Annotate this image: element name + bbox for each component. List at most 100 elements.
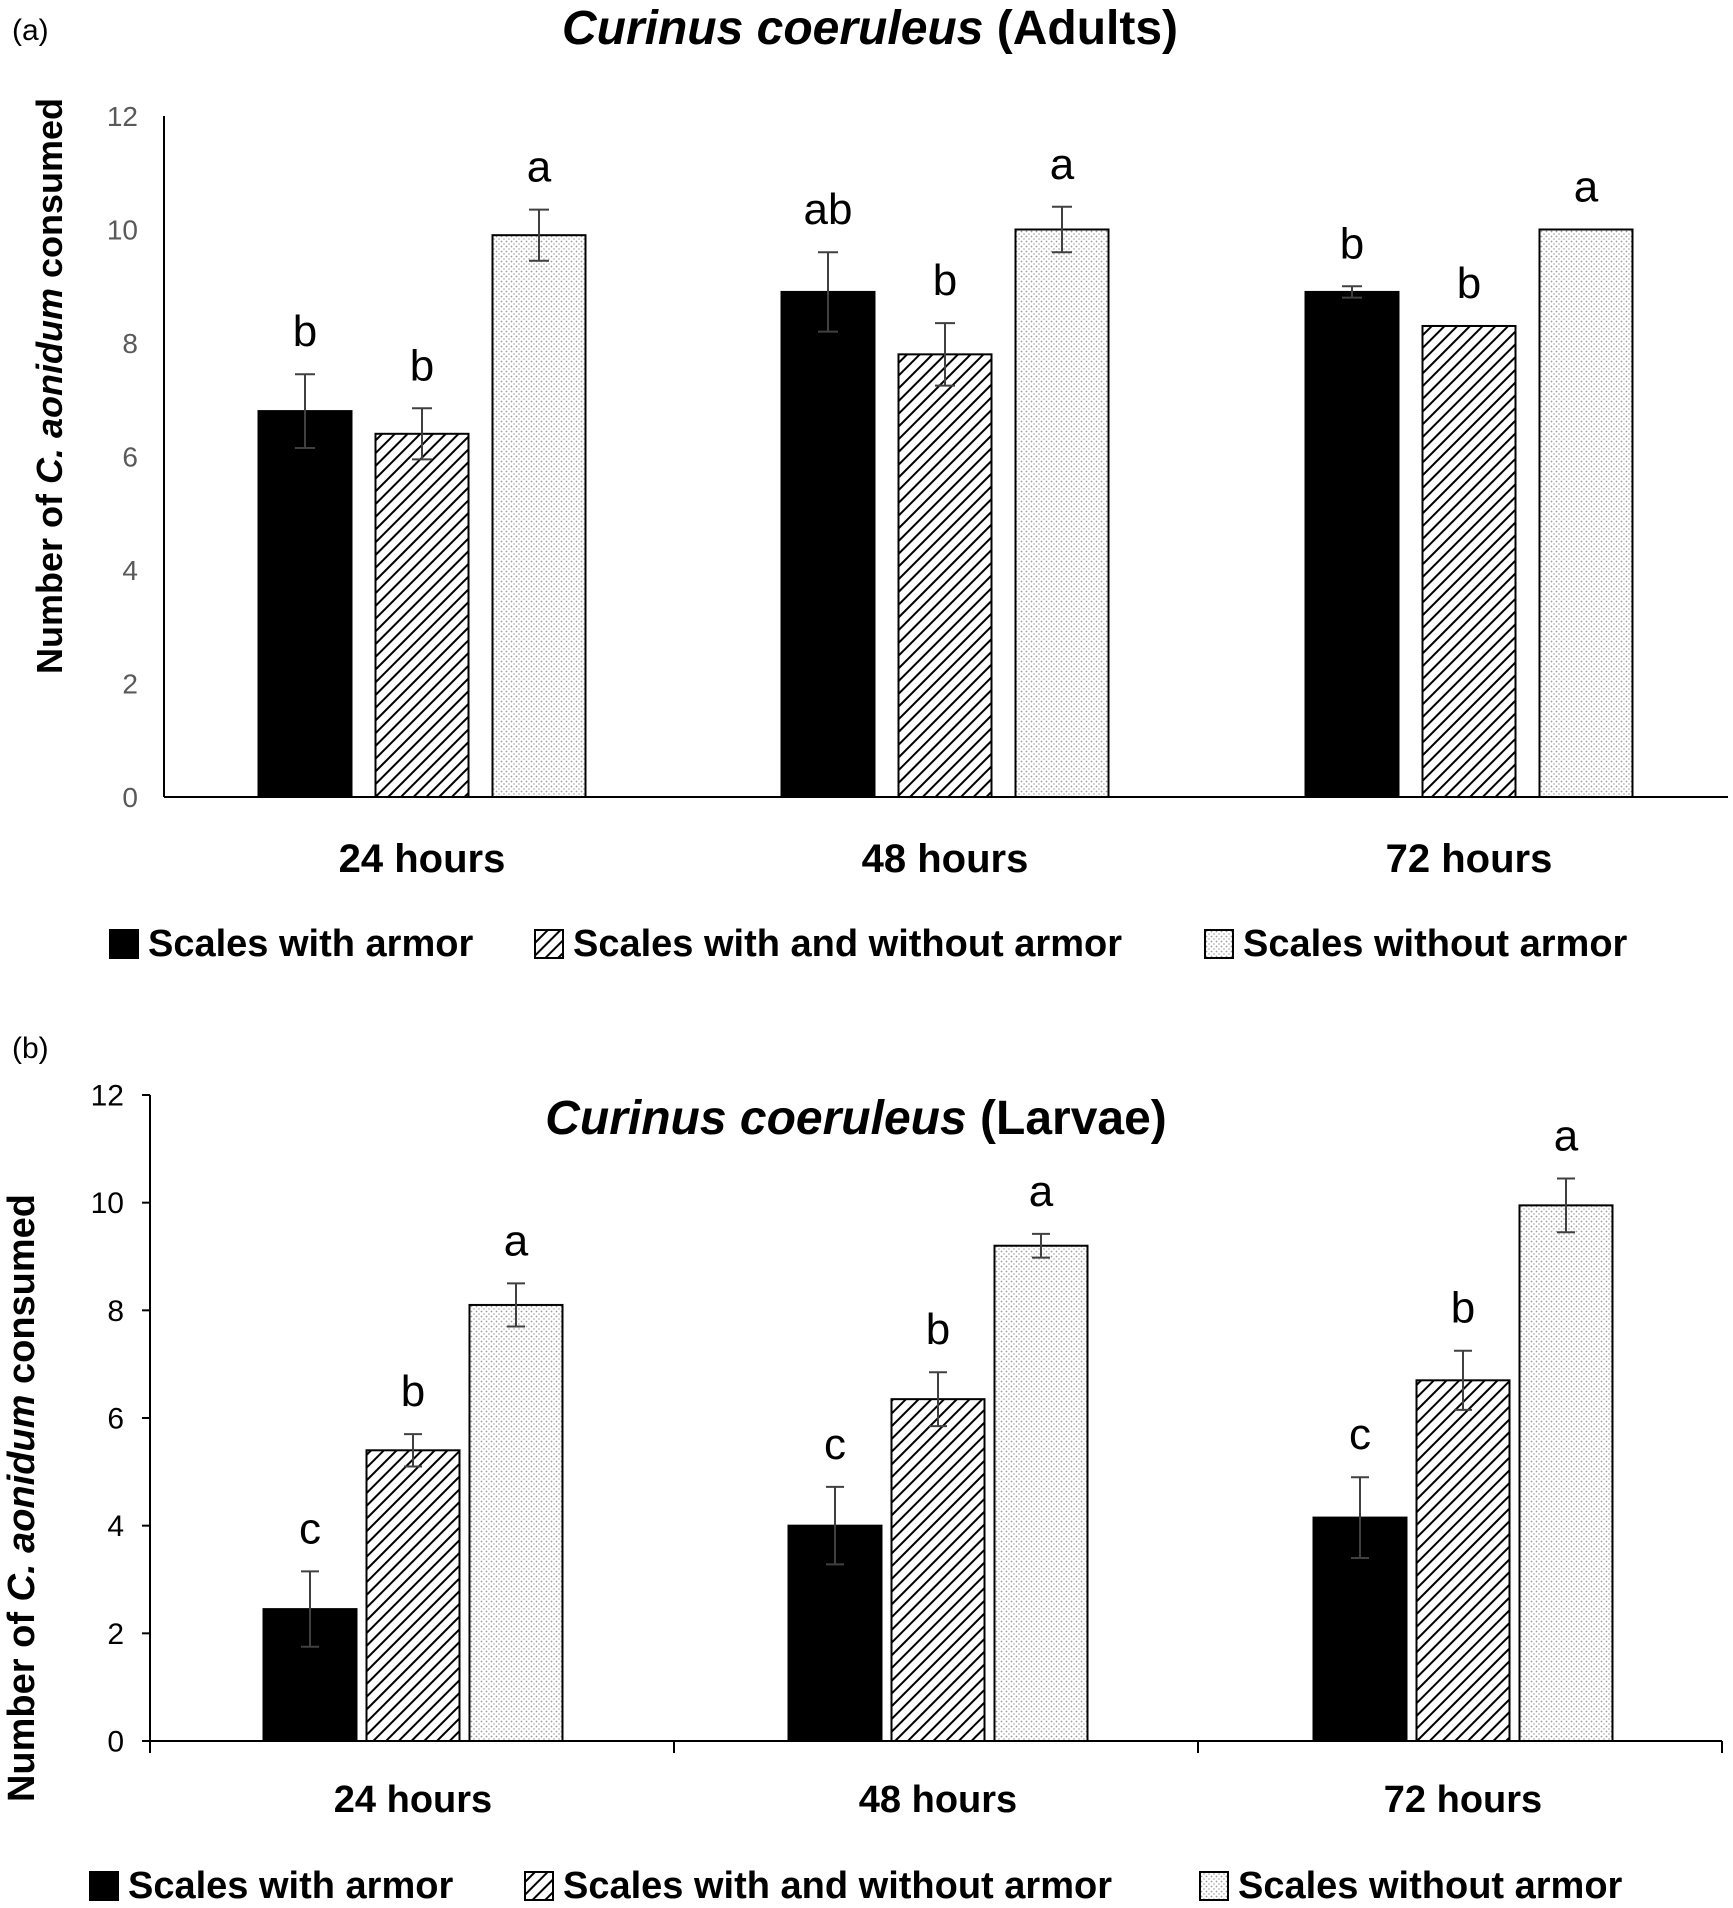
y-tick-label: 2 [122,668,138,699]
y-tick-label: 2 [107,1618,124,1651]
significance-letter: a [504,1216,529,1265]
chart-title-species: Curinus coeruleus [545,1092,966,1145]
category-label: 24 hours [334,1779,492,1821]
error-bar [1342,285,1362,299]
bar [1518,1204,1614,1742]
significance-letter: b [401,1367,425,1416]
bar [1538,228,1634,798]
error-bar [507,1282,525,1328]
bar [780,290,876,798]
legend-swatch [1199,1871,1229,1901]
error-bar [826,1485,844,1566]
category-label: 72 hours [1384,1779,1542,1821]
legend-swatch [524,1871,554,1901]
bars [257,228,1634,799]
bar [1415,1379,1511,1742]
bar [257,410,353,798]
y-tick-label: 6 [122,441,138,472]
significance-letter: a [1554,1111,1579,1160]
y-tick-label: 10 [91,1187,124,1220]
y-tick-label: 12 [107,101,138,132]
significance-letter: b [293,307,317,356]
legend-label: Scales with and without armor [563,1865,1112,1907]
significance-letter: b [410,341,434,390]
significance-letter: a [1029,1167,1054,1216]
y-axis-label-pre: Number of [29,484,70,674]
y-tick-label: 12 [91,1080,124,1113]
category-labels: 24 hours 48 hours 72 hours [339,837,1553,881]
legend-swatch [1204,929,1234,959]
significance-letter: b [1457,259,1481,308]
category-label: 48 hours [862,837,1029,881]
legend-label: Scales with armor [128,1865,453,1907]
legend-label: Scales without armor [1243,923,1628,965]
significance-letter: b [1340,219,1364,268]
panel-adults: (a) Curinus coeruleus (Adults) Number of… [12,2,1728,965]
error-bar [935,322,955,387]
legend-item: Scales without armor [1204,923,1628,965]
bar [1014,228,1110,798]
y-tick-label: 10 [107,214,138,245]
legend-label: Scales with armor [148,923,473,965]
legend-swatch [109,929,139,959]
legend-item: Scales with armor [109,923,473,965]
y-tick-label: 6 [107,1403,124,1436]
error-bar [301,1570,319,1648]
y-tick-label: 8 [107,1295,124,1328]
error-bar [529,208,549,262]
error-bar [1454,1349,1472,1411]
error-bars [295,205,1362,461]
legend-swatch [534,929,564,959]
legend-label: Scales with and without armor [573,923,1122,965]
legend: Scales with armor Scales with and without… [109,923,1628,965]
y-axis-label: Number of C. aonidum consumed [29,98,70,674]
y-tick-label: 0 [122,782,138,813]
significance-letter: ab [804,185,853,234]
panel-label: (b) [12,1032,49,1065]
y-axis-label-post: consumed [29,98,70,288]
legend-item: Scales with and without armor [534,923,1122,965]
legend-item: Scales without armor [1199,1865,1623,1907]
y-tick-label: 0 [107,1726,124,1759]
y-tick-label: 4 [122,555,138,586]
significance-letter: b [1451,1284,1475,1333]
error-bar [1032,1232,1050,1259]
error-bar [404,1433,422,1468]
y-tick-label: 4 [107,1510,124,1543]
bar [897,353,993,798]
y-axis-label: Number of C. aonidum consumed [1,1194,43,1802]
y-axis-label-pre: Number of [1,1601,43,1802]
y-tick-label: 8 [122,328,138,359]
significance-letter: a [527,143,552,192]
bar [491,234,587,799]
y-axis-ticks: 0 2 4 6 8 10 12 [91,1080,1723,1759]
y-axis-ticks: 0 2 4 6 8 10 12 [107,101,138,813]
category-labels: 24 hours 48 hours 72 hours [334,1779,1542,1821]
panel-larvae: (b) Curinus coeruleus (Larvae) Number of… [1,1032,1723,1907]
bar [1421,324,1517,798]
bar [993,1244,1089,1742]
category-label: 24 hours [339,837,506,881]
chart-title: Curinus coeruleus (Adults) [562,2,1178,55]
error-bar [295,373,315,449]
bar [374,432,470,798]
legend: Scales with armor Scales with and without… [89,1865,1623,1907]
significance-letter: a [1574,163,1599,212]
error-bar [412,407,432,461]
category-label: 48 hours [859,1779,1017,1821]
significance-letter: c [299,1504,321,1553]
error-bars [301,1177,1575,1648]
significance-letter: b [926,1305,950,1354]
error-bar [929,1371,947,1428]
legend-label: Scales without armor [1238,1865,1623,1907]
error-bar [818,251,838,333]
chart-title-species: Curinus coeruleus [562,2,983,55]
panel-label: (a) [12,14,49,47]
bars [262,1204,1614,1743]
legend-swatch [89,1871,119,1901]
legend-item: Scales with armor [89,1865,453,1907]
y-axis-label-species: C. aonidum [29,288,70,484]
legend-item: Scales with and without armor [524,1865,1112,1907]
